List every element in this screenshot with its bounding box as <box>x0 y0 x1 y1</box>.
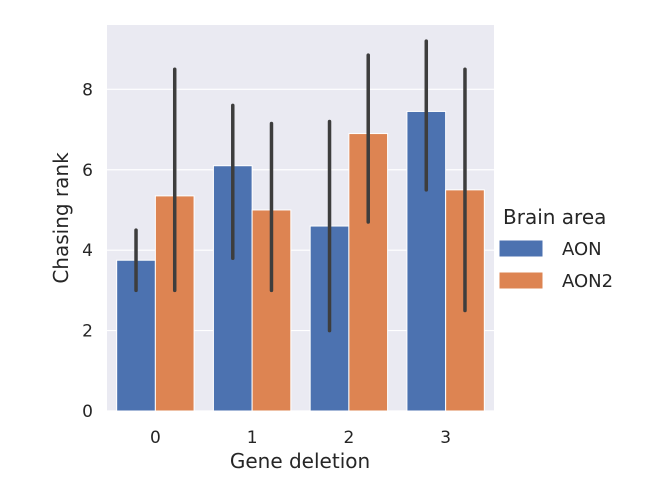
y-tick-label: 6 <box>82 161 93 181</box>
x-tick-labels: 0 1 2 3 <box>150 428 451 448</box>
error-bars <box>134 39 467 333</box>
legend-swatch-aon2 <box>498 271 544 290</box>
y-tick-label: 2 <box>82 322 93 342</box>
x-tick-label: 3 <box>440 428 451 448</box>
x-tick-label: 0 <box>150 428 161 448</box>
bar-aon2-1 <box>251 209 292 412</box>
legend: Brain area AON AON2 <box>498 205 613 292</box>
legend-label-aon: AON <box>562 239 602 260</box>
x-tick-label: 2 <box>343 428 354 448</box>
legend-label-aon2: AON2 <box>562 271 613 292</box>
y-tick-label: 0 <box>82 402 93 422</box>
y-axis-label: Chasing rank <box>49 152 73 284</box>
y-tick-label: 8 <box>82 80 93 100</box>
y-tick-label: 4 <box>82 241 93 261</box>
legend-title: Brain area <box>503 205 606 229</box>
x-tick-label: 1 <box>247 428 258 448</box>
x-axis-label: Gene deletion <box>230 449 370 473</box>
legend-swatch-aon <box>498 239 544 258</box>
y-tick-labels: 0 2 4 6 8 <box>82 80 93 422</box>
